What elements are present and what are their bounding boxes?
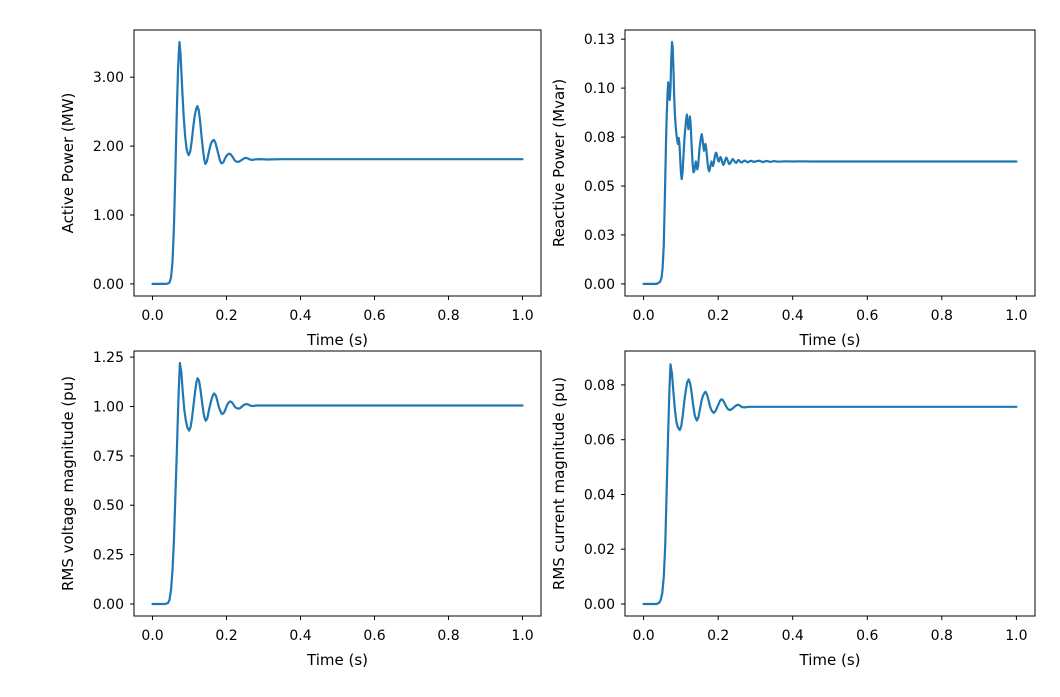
x-axis-label: Time (s) <box>799 651 861 669</box>
y-axis-label: Reactive Power (Mvar) <box>550 79 568 247</box>
y-tick-label: 0.50 <box>93 498 124 514</box>
x-tick-label: 0.4 <box>289 308 311 324</box>
x-tick-label: 0.2 <box>215 308 237 324</box>
x-tick-label: 0.6 <box>363 628 385 644</box>
x-tick-label: 0.0 <box>632 308 654 324</box>
x-axis-label: Time (s) <box>306 651 368 669</box>
subplot-reactive-power: 0.0 0.2 0.4 0.6 0.8 1.0 0.00 0.03 0.05 0.08 0.10 0.… <box>550 29 1036 349</box>
y-axis-label: RMS voltage magnitude (pu) <box>59 376 77 591</box>
x-axis-label: Time (s) <box>799 331 861 349</box>
y-tick-label: 1.00 <box>93 400 124 416</box>
y-tick-label: 3.00 <box>93 70 124 86</box>
x-tick-label: 1.0 <box>1005 628 1027 644</box>
x-tick-label: 1.0 <box>511 308 533 324</box>
plot-area <box>133 29 542 297</box>
y-tick-label: 0.00 <box>584 597 615 613</box>
x-tick-label: 0.8 <box>437 628 459 644</box>
subplot-active-power: 0.0 0.2 0.4 0.6 0.8 1.0 0.00 1.00 2.00 3.00 Time (… <box>59 29 542 349</box>
x-tick-label: 0.6 <box>856 628 878 644</box>
y-tick-label: 0.02 <box>584 542 615 558</box>
plot-area <box>624 29 1036 297</box>
y-tick-label: 0.08 <box>584 130 615 146</box>
x-tick-label: 0.0 <box>632 628 654 644</box>
x-tick-label: 1.0 <box>511 628 533 644</box>
subplot-rms-voltage: 0.0 0.2 0.4 0.6 0.8 1.0 0.00 0.25 0.50 0.75 1.00 1.… <box>59 350 542 669</box>
y-tick-label: 2.00 <box>93 139 124 155</box>
x-tick-label: 0.4 <box>289 628 311 644</box>
subplot-rms-current: 0.0 0.2 0.4 0.6 0.8 1.0 0.00 0.02 0.04 0.06 0.08 Ti… <box>550 350 1036 669</box>
x-tick-label: 0.2 <box>707 628 729 644</box>
y-tick-label: 1.00 <box>93 208 124 224</box>
x-tick-label: 0.4 <box>782 628 804 644</box>
y-tick-label: 0.75 <box>93 449 124 465</box>
x-tick-label: 0.2 <box>215 628 237 644</box>
x-tick-label: 0.0 <box>141 308 163 324</box>
curve-line <box>151 40 524 285</box>
curve-line <box>642 363 1018 606</box>
x-tick-label: 0.2 <box>707 308 729 324</box>
x-tick-label: 0.0 <box>141 628 163 644</box>
curve-line <box>642 40 1018 285</box>
curve-line <box>151 361 524 606</box>
x-tick-label: 0.6 <box>363 308 385 324</box>
x-tick-label: 0.8 <box>931 628 953 644</box>
y-tick-label: 0.05 <box>584 179 615 195</box>
x-tick-label: 0.6 <box>856 308 878 324</box>
x-axis-label: Time (s) <box>306 331 368 349</box>
y-tick-label: 0.04 <box>584 488 615 504</box>
y-tick-label: 0.00 <box>93 277 124 293</box>
plot-area <box>624 350 1036 617</box>
y-tick-label: 0.08 <box>584 378 615 394</box>
y-tick-label: 1.25 <box>93 350 124 366</box>
x-tick-label: 0.4 <box>782 308 804 324</box>
y-tick-label: 0.06 <box>584 433 615 449</box>
y-tick-label: 0.13 <box>584 32 615 48</box>
y-tick-label: 0.00 <box>93 597 124 613</box>
y-tick-label: 0.25 <box>93 548 124 564</box>
y-axis-label: RMS current magnitude (pu) <box>550 377 568 590</box>
x-tick-label: 1.0 <box>1005 308 1027 324</box>
x-tick-label: 0.8 <box>437 308 459 324</box>
y-tick-label: 0.03 <box>584 228 615 244</box>
y-tick-label: 0.00 <box>584 277 615 293</box>
y-axis-label: Active Power (MW) <box>59 93 77 234</box>
x-tick-label: 0.8 <box>931 308 953 324</box>
y-tick-label: 0.10 <box>584 81 615 97</box>
